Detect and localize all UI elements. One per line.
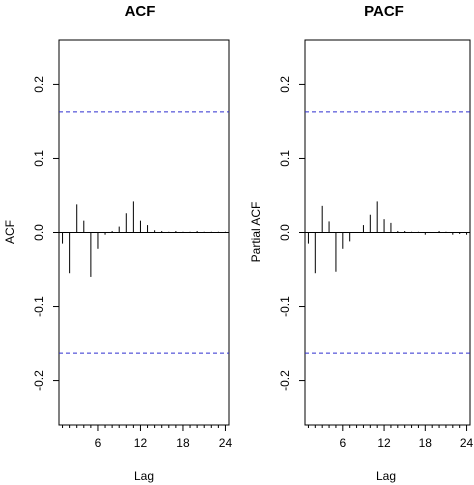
pacf-y-tick-label: -0.2: [278, 370, 292, 391]
acf-x-tick-label: 12: [134, 436, 148, 450]
pacf-y-tick-label: 0.1: [278, 150, 292, 167]
pacf-x-tick-label: 24: [460, 436, 474, 450]
acf-ylabel: ACF: [3, 220, 17, 244]
acf-y-tick-label: 0.0: [32, 224, 46, 241]
acf-plot-area: -0.2 -0.1 0.0 0.1 0.2 6 12 18 24: [32, 39, 233, 450]
pacf-ylabel: Partial ACF: [249, 202, 263, 263]
pacf-x-tick-label: 18: [419, 436, 433, 450]
pacf-x-tick-label: 12: [377, 436, 391, 450]
pacf-y-tick-label: 0.2: [278, 76, 292, 93]
pacf-x-tick-label: 6: [339, 436, 346, 450]
pacf-title: PACF: [364, 3, 404, 20]
acf-x-tick-label: 6: [95, 436, 102, 450]
acf-y-tick-label: -0.1: [32, 296, 46, 317]
acf-x-tick-label: 18: [176, 436, 190, 450]
acf-y-tick-label: -0.2: [32, 370, 46, 391]
acf-y-tick-label: 0.2: [32, 76, 46, 93]
pacf-panel: PACF Lag Partial ACF -0.2 -0.1 0.0 0.1 0.2 6 1…: [249, 3, 474, 483]
acf-xlabel: Lag: [134, 469, 154, 483]
acf-title: ACF: [125, 3, 156, 20]
acf-panel: ACF Lag ACF -0.2 -0.1 0.0 0.1 0.2 6 12 18 24: [3, 3, 232, 483]
pacf-plot-area: -0.2 -0.1 0.0 0.1 0.2 6 12 18 24: [278, 39, 474, 450]
pacf-y-tick-label: -0.1: [278, 296, 292, 317]
acf-y-tick-label: 0.1: [32, 150, 46, 167]
pacf-y-tick-label: 0.0: [278, 224, 292, 241]
acf-x-tick-label: 24: [219, 436, 233, 450]
pacf-xlabel: Lag: [376, 469, 396, 483]
